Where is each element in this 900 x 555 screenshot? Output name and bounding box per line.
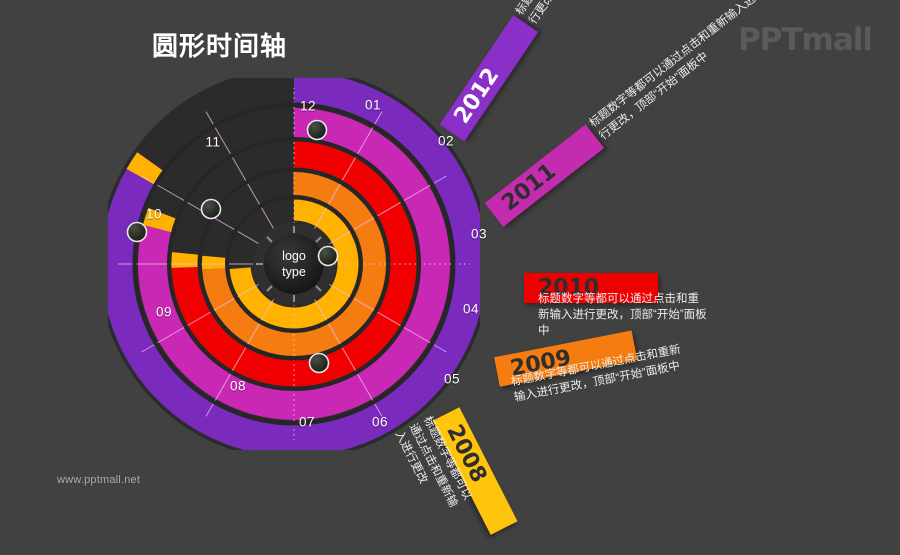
slide-canvas: 圆形时间轴 PPTmall [57, 0, 873, 535]
year-bar-2010[interactable]: 2010 [524, 273, 658, 303]
pptmall-logo: PPTmall [737, 22, 873, 58]
year-desc-2010: 标题数字等都可以通过点击和重新输入进行更改，顶部“开始”面板中 [538, 293, 707, 337]
page-title: 圆形时间轴 [152, 31, 288, 61]
year-desc-2011: 标题数字等都可以通过点击和重新输入进行更改，顶部“开始”面板中 [587, 0, 759, 143]
ring-separators [132, 102, 456, 426]
year-label-2012: 2012 [449, 63, 505, 129]
footer-url: www.pptmall.net [57, 474, 141, 486]
year-desc-2012: 标题数字等都可以通过点击和重新输入进行更改，顶部“开始”面板中 [512, 0, 656, 28]
timeline-banner-2011[interactable]: 2011 标题数字等都可以通过点击和重新输入进行更改，顶部“开始”面板中 [484, 0, 758, 227]
year-label-2010: 2010 [538, 275, 600, 301]
wheel-svg [108, 78, 480, 450]
wheel-hub [253, 223, 335, 305]
timeline-banner-2010[interactable]: 2010 标题数字等都可以通过点击和重新输入进行更改，顶部“开始”面板中 [524, 273, 707, 337]
wheel-marker-dots[interactable] [126, 119, 339, 374]
year-bar-2011[interactable]: 2011 [484, 124, 605, 227]
year-label-2011: 2011 [497, 158, 561, 217]
circular-timeline-wheel: 01 02 03 04 05 06 07 08 09 10 11 12 logo… [108, 78, 487, 450]
